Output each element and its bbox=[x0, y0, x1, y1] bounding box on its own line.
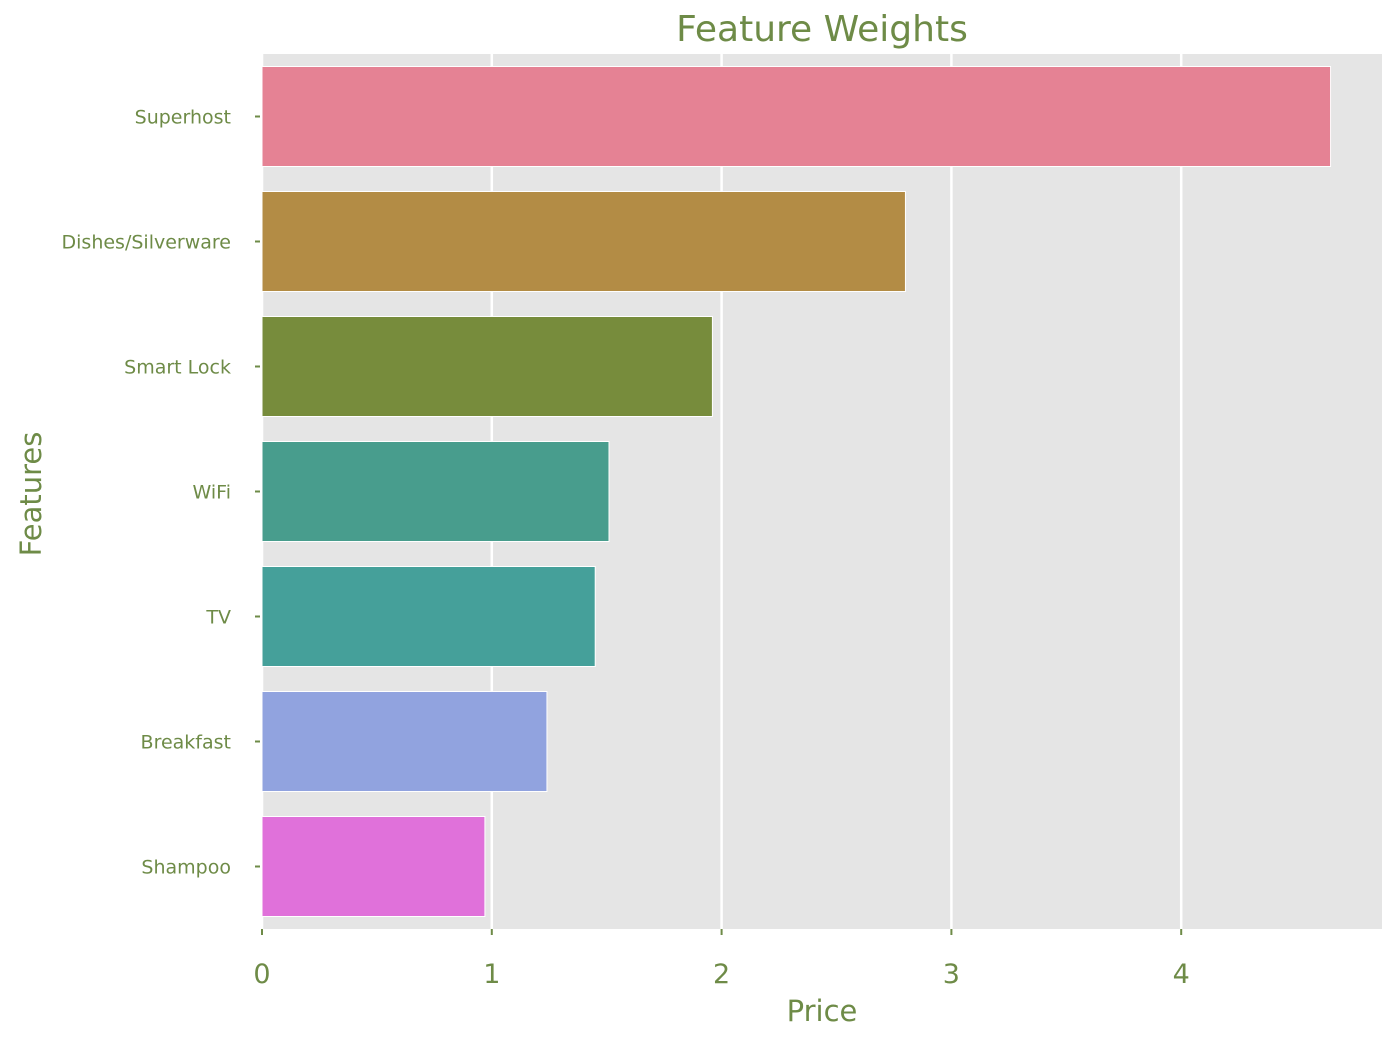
y-tick-label: Smart Lock bbox=[124, 357, 231, 379]
chart-title: Feature Weights bbox=[676, 9, 968, 50]
y-tick-label: WiFi bbox=[193, 482, 231, 504]
y-tick-label: TV bbox=[205, 607, 231, 629]
y-axis-ticks: Superhost Dishes/Silverware Smart Lock WiFi… bbox=[62, 107, 260, 879]
bar-shampoo bbox=[261, 816, 486, 917]
y-axis-label: Features bbox=[14, 432, 48, 557]
x-tick-label: 3 bbox=[943, 959, 960, 990]
x-axis-ticks: 0 1 2 3 4 bbox=[253, 929, 1190, 990]
x-axis-label: Price bbox=[787, 994, 858, 1028]
y-tick-label: Dishes/Silverware bbox=[62, 232, 231, 254]
bar-dishes-silverware bbox=[261, 191, 906, 292]
bar-wifi bbox=[261, 441, 610, 542]
bar-breakfast bbox=[261, 691, 548, 792]
bars bbox=[261, 66, 1332, 917]
x-tick-label: 4 bbox=[1173, 959, 1190, 990]
y-tick-label: Breakfast bbox=[141, 732, 231, 754]
bar-tv bbox=[261, 566, 596, 667]
y-tick-label: Superhost bbox=[135, 107, 231, 129]
bar-smart-lock bbox=[261, 316, 713, 417]
x-tick-label: 1 bbox=[483, 959, 500, 990]
bar-superhost bbox=[261, 66, 1332, 167]
x-tick-label: 2 bbox=[713, 959, 730, 990]
x-tick-label: 0 bbox=[253, 959, 270, 990]
y-tick-label: Shampoo bbox=[141, 857, 231, 879]
